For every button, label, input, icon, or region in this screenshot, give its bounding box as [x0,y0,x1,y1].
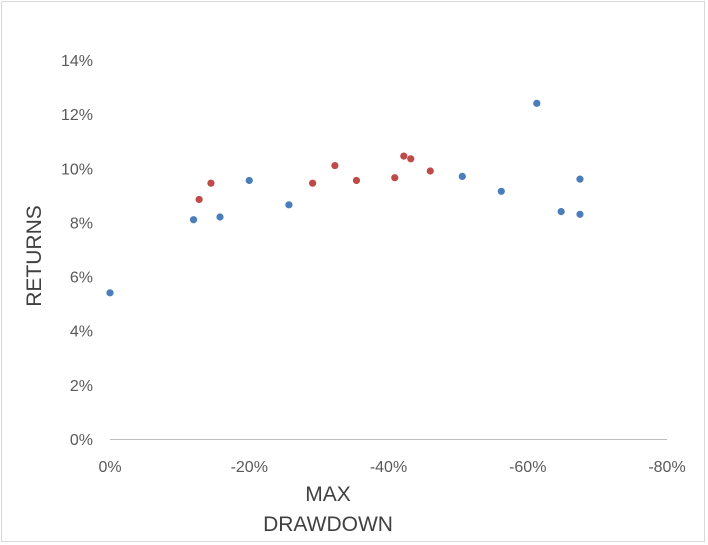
y-tick-label: 8% [70,215,93,232]
scatter-point-series-2 [352,176,361,185]
y-tick-label: 2% [70,378,93,395]
y-tick-label: 14% [61,53,93,70]
scatter-point-series-1 [576,210,584,218]
y-tick-label: 6% [70,270,93,287]
y-tick-label: 0% [70,432,93,449]
y-tick-label: 12% [61,107,93,124]
y-tick-label: 10% [61,161,93,178]
scatter-point-series-2 [407,155,415,163]
scatter-point-series-1 [533,99,541,107]
x-axis-title-line-1: MAX [305,483,351,506]
scatter-point-series-2 [195,195,203,204]
x-tick-label: -20% [231,459,268,476]
scatter-point-series-1 [576,175,584,183]
scatter-point-series-2 [400,152,408,160]
x-tick-label: -60% [509,459,546,476]
x-tick-label: -40% [370,459,407,476]
scatter-point-series-1 [497,187,505,195]
scatter-point-series-1 [557,208,565,216]
scatter-point-series-2 [391,174,399,182]
y-tick-labels: 0% 2% 4% 6% 8% 10% 12% 14% [61,53,93,449]
x-tick-labels: 0% -20% -40% -60% -80% [98,459,685,476]
x-tick-label: 0% [98,459,121,476]
scatter-point-series-2 [426,167,434,175]
x-tick-label: -80% [648,459,685,476]
x-axis-title-line-2: DRAWDOWN [263,513,393,536]
scatter-point-series-2 [309,179,317,187]
scatter-point-series-1 [106,289,114,297]
y-axis-title: RETURNS [23,205,46,307]
scatter-point-series-1 [245,176,253,185]
scatter-point-series-1 [285,201,293,209]
scatter-point-series-2 [207,179,215,187]
y-tick-label: 4% [70,324,93,341]
scatter-point-series-2 [331,161,339,170]
scatter-point-series-1 [458,172,466,181]
scatter-point-series-1 [216,213,224,221]
scatter-point-series-1 [189,216,198,224]
data-points [106,99,584,297]
